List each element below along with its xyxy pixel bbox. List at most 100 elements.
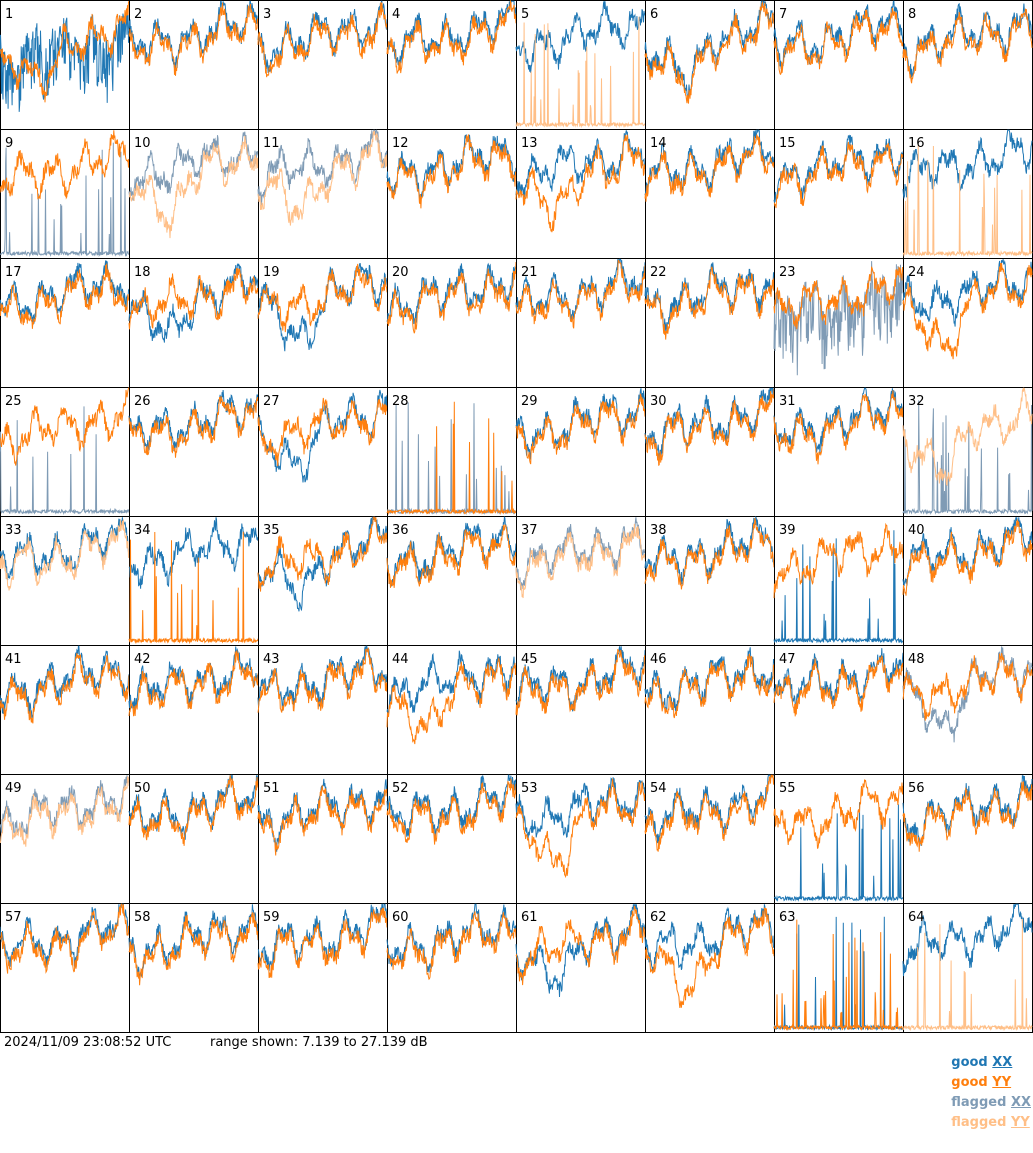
series-yy-line [902, 145, 1033, 258]
legend-flagged-yy-pol: YY [1010, 1115, 1030, 1130]
panel-1: 1 [0, 0, 130, 130]
panel-16: 16 [902, 129, 1033, 259]
small-multiples-grid: 1 2 3 4 5 6 7 8 9 10 11 12 13 14 15 16 17 18 19 20 21 22 23 24 2… [0, 0, 1033, 1033]
panel-9: 9 [0, 129, 130, 259]
panel-label: 19 [263, 265, 280, 280]
panel-label: 30 [650, 394, 667, 409]
series-yy-line [902, 262, 1033, 360]
panel-54: 54 [644, 774, 775, 904]
panel-60: 60 [386, 903, 517, 1033]
panel-label: 53 [521, 781, 538, 796]
series-yy-line [773, 919, 903, 1031]
series-xx-line [515, 1, 646, 73]
panel-56: 56 [902, 774, 1033, 904]
series-xx-line [0, 517, 130, 581]
series-yy-line [386, 657, 517, 745]
panel-label: 46 [650, 652, 667, 667]
series-yy-line [515, 648, 646, 716]
panel-51: 51 [257, 774, 388, 904]
series-xx-line [644, 904, 775, 971]
panel-20: 20 [386, 258, 517, 388]
panel-7: 7 [773, 0, 904, 130]
panel-frame [774, 0, 904, 130]
panel-label: 9 [5, 136, 13, 151]
panel-40: 40 [902, 516, 1033, 646]
series-yy-line [902, 387, 1033, 487]
panel-6: 6 [644, 0, 775, 130]
series-xx-line [386, 774, 517, 840]
panel-frame [129, 0, 259, 130]
panel-frame [516, 0, 646, 130]
panel-11: 11 [257, 129, 388, 259]
series-xx-line [386, 262, 517, 325]
series-yy-line [515, 778, 646, 879]
panel-22: 22 [644, 258, 775, 388]
panel-label: 60 [392, 910, 409, 925]
panel-26: 26 [128, 387, 259, 517]
panel-frame [258, 645, 388, 775]
panel-frame [903, 129, 1033, 259]
footer-bar: 2024/11/09 23:08:52 UTC range shown: 7.1… [0, 1033, 1033, 1130]
series-yy-line [773, 141, 904, 209]
series-xx-line [644, 0, 775, 99]
panel-label: 50 [134, 781, 151, 796]
series-yy-line [386, 401, 517, 516]
series-yy-line [128, 912, 259, 986]
series-xx-line [257, 516, 388, 612]
series-yy-line [128, 531, 259, 645]
panel-label: 18 [134, 265, 151, 280]
panel-label: 26 [134, 394, 151, 409]
panel-frame [129, 258, 259, 388]
series-yy-line [515, 259, 646, 329]
panel-52: 52 [386, 774, 517, 904]
legend-flagged-xx-pol: XX [1010, 1095, 1031, 1110]
series-yy-line [0, 653, 130, 724]
panel-label: 23 [779, 265, 796, 280]
legend-good-yy: good YY [951, 1075, 1011, 1090]
range-label: range shown: 7.139 to 27.139 dB [210, 1035, 428, 1050]
panel-frame [258, 387, 388, 517]
legend: good XX good YY flagged XX flagged YY [919, 1033, 1031, 1153]
series-yy-line [128, 395, 259, 458]
panel-31: 31 [773, 387, 904, 517]
panel-frame [387, 258, 517, 388]
panel-53: 53 [515, 774, 646, 904]
series-xx-line [128, 517, 259, 589]
panel-label: 55 [779, 781, 796, 796]
series-xx-line [515, 646, 646, 712]
series-xx-line [773, 530, 904, 644]
panel-label: 52 [392, 781, 409, 796]
series-yy-line [773, 7, 904, 76]
panel-label: 42 [134, 652, 151, 667]
legend-flagged-yy-prefix: flagged [951, 1115, 1007, 1130]
series-yy-line [902, 918, 1033, 1032]
series-yy-line [257, 907, 388, 978]
panel-59: 59 [257, 903, 388, 1033]
series-yy-line [515, 134, 646, 233]
series-yy-line [773, 522, 904, 599]
panel-41: 41 [0, 645, 130, 775]
panel-18: 18 [128, 258, 259, 388]
panel-23: 23 [773, 258, 904, 388]
series-yy-line [386, 778, 517, 845]
panel-17: 17 [0, 258, 130, 388]
panel-33: 33 [0, 516, 130, 646]
series-yy-line [128, 650, 259, 717]
panel-frame [903, 0, 1033, 130]
series-yy-line [386, 911, 517, 981]
series-yy-line [644, 653, 775, 719]
legend-good-xx-prefix: good [951, 1055, 988, 1070]
panel-label: 24 [908, 265, 925, 280]
series-yy-line [257, 516, 388, 592]
panel-label: 31 [779, 394, 796, 409]
panel-15: 15 [773, 129, 904, 259]
panel-label: 56 [908, 781, 925, 796]
panel-label: 7 [779, 7, 787, 22]
panel-42: 42 [128, 645, 259, 775]
series-xx-line [515, 777, 646, 840]
legend-flagged-xx: flagged XX [951, 1095, 1031, 1110]
panel-label: 28 [392, 394, 409, 409]
panel-14: 14 [644, 129, 775, 259]
panel-frame [903, 258, 1033, 388]
panel-28: 28 [386, 387, 517, 517]
